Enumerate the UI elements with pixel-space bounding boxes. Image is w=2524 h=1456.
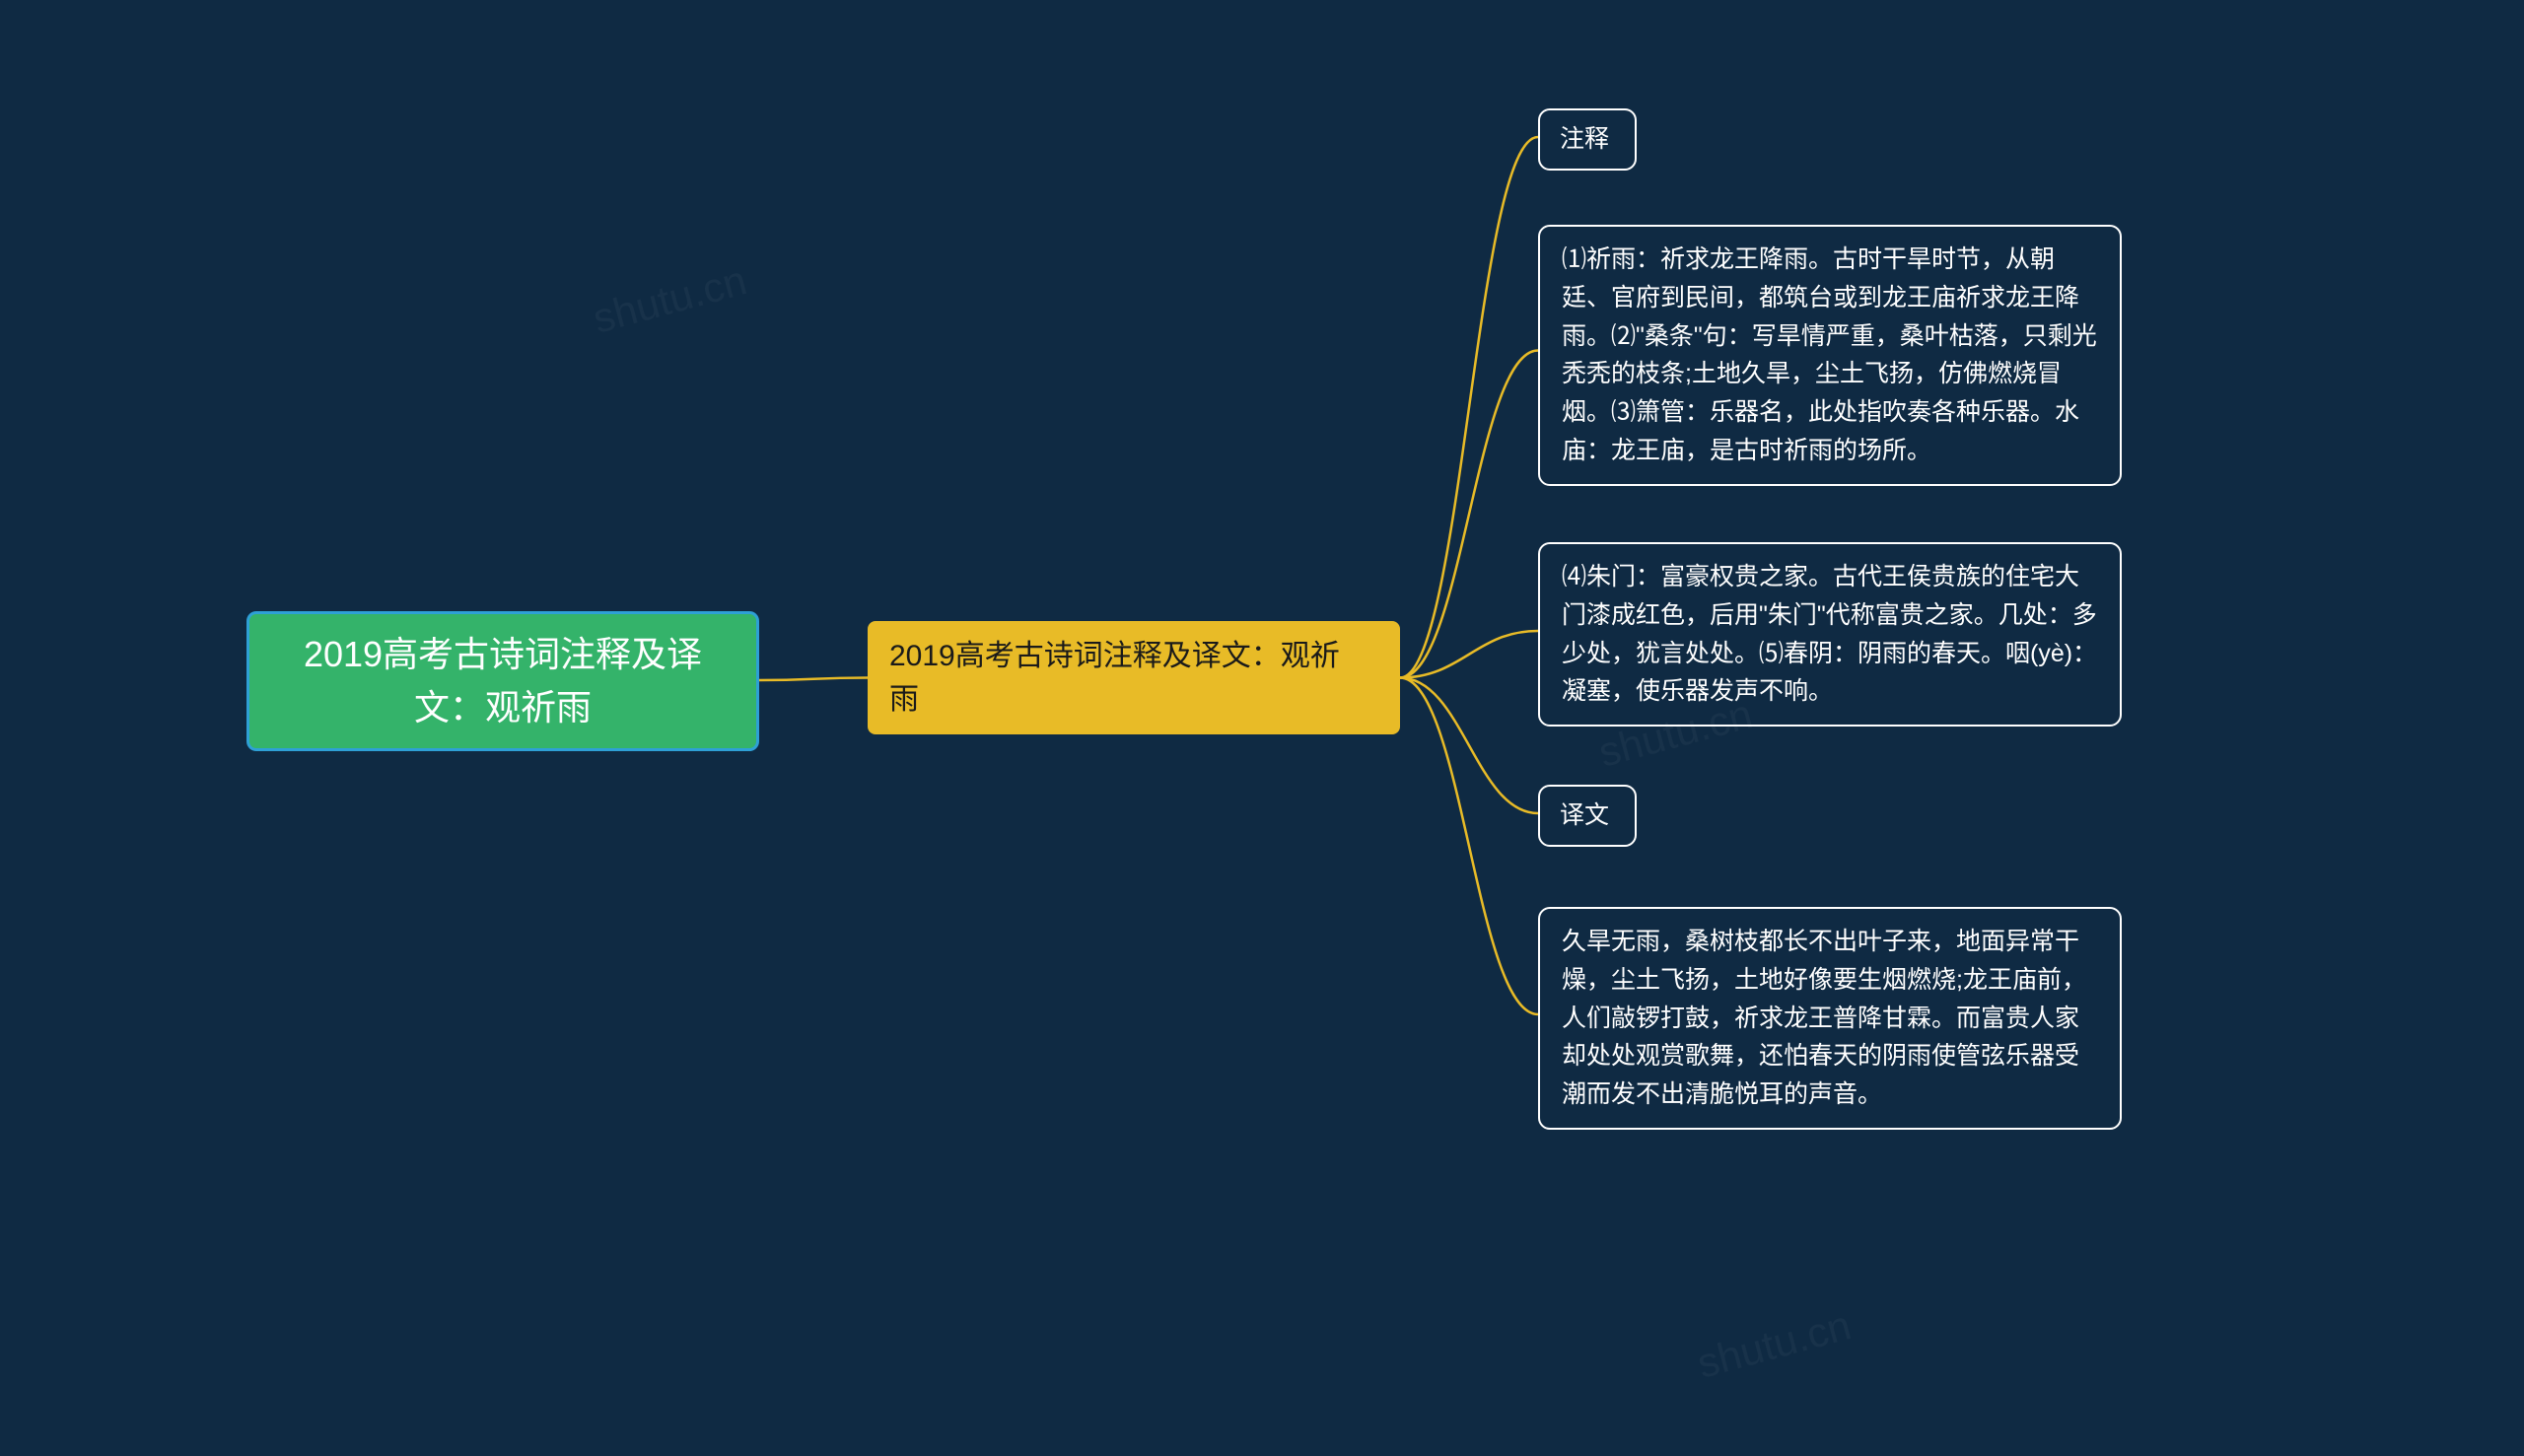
leaf-label: 译文 — [1560, 797, 1609, 835]
leaf-label: ⑴祈雨：祈求龙王降雨。古时干旱时节，从朝廷、官府到民间，都筑台或到龙王庙祈求龙王… — [1562, 241, 2098, 470]
watermark: shutu.cn — [1692, 1301, 1856, 1387]
mindmap-leaf-annotation-1[interactable]: ⑴祈雨：祈求龙王降雨。古时干旱时节，从朝廷、官府到民间，都筑台或到龙王庙祈求龙王… — [1538, 225, 2122, 486]
mindmap-branch-node[interactable]: 2019高考古诗词注释及译文：观祈雨 — [868, 621, 1400, 734]
mindmap-leaf-annotation-header[interactable]: 注释 — [1538, 108, 1637, 171]
mindmap-root-node[interactable]: 2019高考古诗词注释及译文：观祈雨 — [246, 611, 759, 751]
mindmap-leaf-translation-header[interactable]: 译文 — [1538, 785, 1637, 847]
mindmap-leaf-translation-body[interactable]: 久旱无雨，桑树枝都长不出叶子来，地面异常干燥，尘土飞扬，土地好像要生烟燃烧;龙王… — [1538, 907, 2122, 1130]
leaf-label: 久旱无雨，桑树枝都长不出叶子来，地面异常干燥，尘土飞扬，土地好像要生烟燃烧;龙王… — [1562, 923, 2098, 1114]
mindmap-leaf-annotation-2[interactable]: ⑷朱门：富豪权贵之家。古代王侯贵族的住宅大门漆成红色，后用"朱门"代称富贵之家。… — [1538, 542, 2122, 727]
root-label: 2019高考古诗词注释及译文：观祈雨 — [304, 628, 702, 734]
branch-label: 2019高考古诗词注释及译文：观祈雨 — [889, 635, 1340, 721]
watermark: shutu.cn — [588, 256, 751, 342]
leaf-label: 注释 — [1560, 120, 1609, 159]
leaf-label: ⑷朱门：富豪权贵之家。古代王侯贵族的住宅大门漆成红色，后用"朱门"代称富贵之家。… — [1562, 558, 2098, 711]
